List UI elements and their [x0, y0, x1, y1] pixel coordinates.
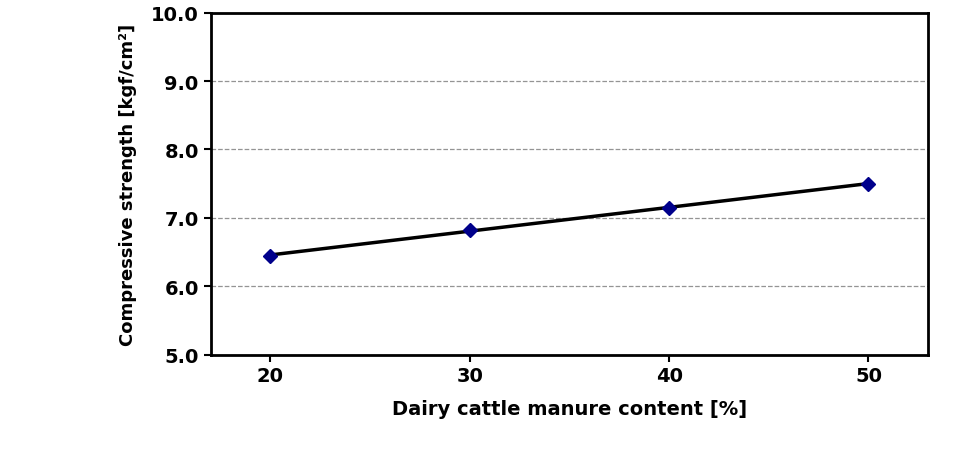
X-axis label: Dairy cattle manure content [%]: Dairy cattle manure content [%] [391, 399, 747, 419]
Y-axis label: Compressive strength [kgf/cm²]: Compressive strength [kgf/cm²] [119, 24, 137, 345]
